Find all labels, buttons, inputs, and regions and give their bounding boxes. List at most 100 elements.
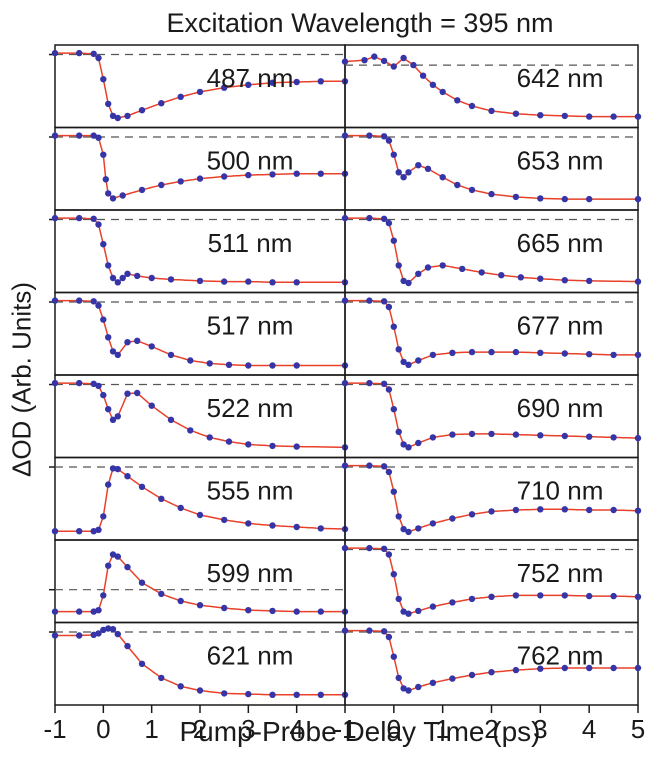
data-point — [586, 664, 593, 672]
data-point — [385, 551, 393, 558]
data-point — [105, 481, 112, 488]
data-point — [124, 642, 131, 650]
wavelength-label: 511 nm — [208, 228, 293, 258]
data-point — [269, 442, 276, 450]
data-point — [400, 358, 407, 366]
data-point — [537, 592, 544, 599]
data-point — [317, 170, 324, 177]
data-point — [395, 428, 402, 435]
data-point — [512, 592, 520, 599]
data-point — [634, 113, 642, 120]
data-point — [468, 186, 476, 194]
data-point — [395, 595, 402, 603]
data-point — [293, 170, 300, 177]
data-point — [109, 274, 117, 282]
data-point — [634, 664, 642, 672]
data-point — [114, 351, 122, 359]
data-point — [468, 430, 476, 438]
data-point — [95, 382, 102, 390]
data-point — [634, 593, 642, 600]
data-point — [468, 102, 476, 110]
data-point — [76, 632, 83, 639]
data-point — [366, 544, 373, 552]
data-point — [196, 602, 204, 609]
data-point — [100, 316, 107, 323]
data-point — [100, 151, 107, 158]
data-point — [158, 590, 165, 598]
data-point — [109, 551, 117, 558]
data-point — [221, 84, 228, 91]
panel-642-nm: 642 nm — [341, 44, 642, 129]
data-point — [586, 113, 593, 120]
data-point — [380, 298, 388, 305]
data-point — [512, 506, 520, 514]
data-point — [51, 632, 59, 639]
data-point — [114, 465, 122, 473]
data-point — [51, 608, 59, 615]
data-point — [390, 406, 397, 413]
x-tick-label: -1 — [333, 714, 356, 744]
data-point — [206, 360, 213, 367]
data-point — [221, 173, 228, 180]
data-point — [114, 114, 122, 122]
data-point — [468, 511, 476, 518]
data-point — [245, 441, 252, 448]
data-point — [196, 277, 204, 285]
data-point — [102, 176, 110, 183]
data-point — [424, 264, 432, 271]
data-point — [380, 628, 388, 635]
wavelength-label: 762 nm — [517, 641, 604, 671]
data-point — [405, 444, 412, 451]
data-point — [405, 169, 412, 176]
data-point — [114, 630, 122, 638]
data-point — [105, 406, 112, 413]
data-point — [76, 49, 83, 57]
data-point — [109, 416, 117, 423]
data-point — [293, 691, 300, 698]
data-point — [415, 525, 422, 532]
data-point — [269, 279, 276, 286]
data-point — [245, 171, 252, 179]
panel-621-nm: 621 nm — [49, 621, 349, 706]
data-point — [119, 192, 126, 199]
data-point — [90, 215, 97, 222]
data-point — [196, 511, 204, 519]
data-point — [415, 607, 422, 615]
data-point — [293, 78, 300, 86]
data-point — [109, 195, 117, 202]
data-point — [76, 297, 83, 304]
data-point — [424, 165, 432, 172]
data-point — [459, 265, 466, 273]
data-point — [138, 107, 146, 114]
data-point — [537, 432, 544, 439]
figure-title: Excitation Wavelength = 395 nm — [166, 8, 554, 38]
data-point — [439, 174, 446, 181]
data-point — [561, 277, 568, 284]
fit-line — [55, 382, 346, 449]
data-point — [109, 112, 117, 120]
data-point — [468, 348, 476, 356]
data-point — [95, 607, 102, 614]
data-point — [109, 626, 117, 633]
wavelength-label: 665 nm — [517, 228, 604, 258]
data-point — [76, 608, 83, 615]
data-point — [415, 683, 422, 691]
panel-665-nm: 665 nm — [341, 209, 642, 294]
data-point — [405, 610, 412, 617]
data-point — [148, 274, 155, 282]
data-point — [366, 379, 373, 387]
fit-line — [55, 217, 345, 284]
data-point — [100, 241, 107, 248]
data-point — [341, 462, 349, 469]
data-point — [90, 298, 97, 305]
data-point — [400, 54, 407, 62]
data-point — [512, 110, 520, 117]
data-point — [317, 525, 324, 532]
data-point — [537, 275, 544, 282]
data-point — [429, 679, 437, 686]
wavelength-label: 621 nm — [207, 641, 294, 671]
data-point — [293, 362, 300, 369]
data-point — [561, 592, 568, 599]
panel-653-nm: 653 nm — [341, 126, 642, 211]
